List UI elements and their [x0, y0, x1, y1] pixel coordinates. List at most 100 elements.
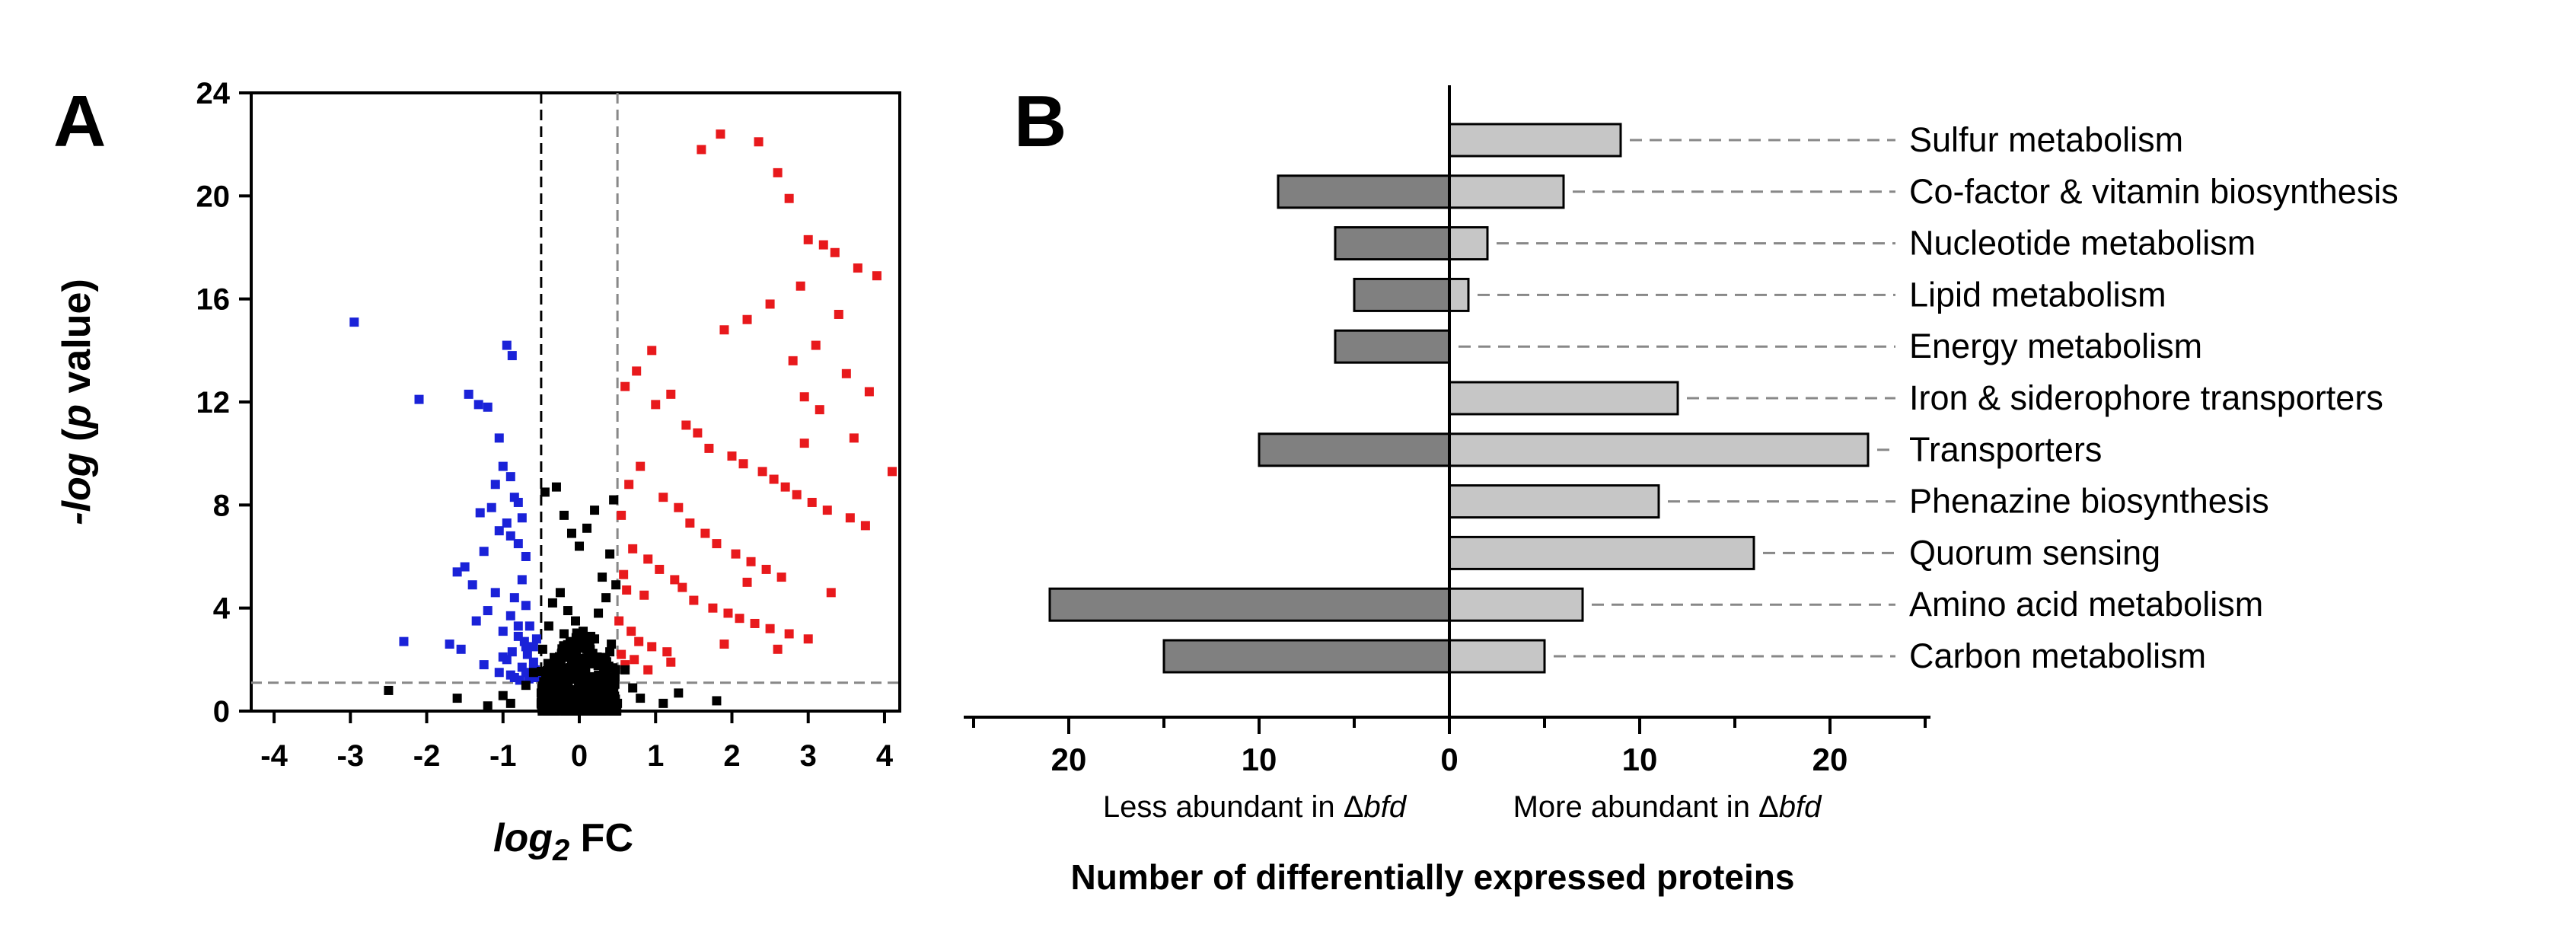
volcano-point	[522, 649, 532, 659]
volcano-point	[639, 590, 649, 600]
volcano-point	[723, 608, 733, 618]
x-tick-label: 3	[800, 739, 817, 773]
volcano-point	[697, 145, 706, 155]
bar-less-abundant	[1258, 432, 1451, 467]
volcano-point	[467, 580, 477, 590]
volcano-point	[505, 531, 515, 541]
volcano-point	[864, 387, 874, 397]
x-tick-label: 20	[1051, 742, 1087, 777]
volcano-point-ns	[611, 665, 620, 675]
x-tick-label: 20	[1812, 742, 1848, 777]
volcano-point-ns	[580, 665, 590, 675]
volcano-point	[841, 368, 851, 378]
volcano-point	[471, 616, 481, 626]
volcano-point	[502, 340, 512, 350]
volcano-point	[773, 644, 783, 654]
volcano-point	[761, 564, 771, 574]
volcano-point	[634, 636, 644, 646]
volcano-point-ns	[592, 652, 602, 662]
volcano-point	[521, 601, 531, 611]
volcano-point-ns	[601, 657, 611, 667]
volcano-point	[509, 593, 519, 603]
x-tick-label: -2	[413, 739, 441, 773]
volcano-point	[582, 523, 592, 533]
volcano-point	[590, 506, 600, 515]
volcano-point	[517, 513, 527, 523]
volcano-point	[666, 389, 676, 399]
left-sublabel-italic: bfd	[1363, 790, 1407, 824]
volcano-point	[799, 439, 809, 448]
volcano-point	[670, 575, 680, 585]
volcano-point	[483, 402, 493, 412]
right-sublabel-text: More abundant in Δ	[1513, 790, 1779, 824]
volcano-point	[486, 502, 496, 512]
x-tick-label: -1	[489, 739, 517, 773]
volcano-point	[555, 588, 565, 598]
bar-more-abundant	[1448, 484, 1660, 519]
volcano-point	[513, 497, 523, 507]
volcano-point	[507, 647, 517, 657]
volcano-point	[719, 325, 729, 335]
volcano-point-ns	[572, 675, 582, 684]
bar-less-abundant	[1277, 174, 1451, 209]
bar-more-abundant	[1448, 587, 1584, 622]
volcano-point	[742, 314, 752, 324]
volcano-point	[490, 480, 500, 490]
volcano-point	[746, 557, 756, 566]
volcano-point	[349, 317, 359, 327]
volcano-point	[498, 627, 508, 636]
volcano-point	[773, 167, 783, 177]
volcano-point-ns	[554, 693, 564, 703]
volcano-point	[708, 603, 718, 613]
volcano-point	[818, 240, 828, 250]
bar-more-abundant	[1448, 381, 1679, 416]
volcano-point	[735, 614, 744, 624]
panel-a-letter: A	[53, 81, 106, 162]
volcano-point	[632, 366, 642, 376]
volcano-point	[628, 544, 638, 553]
volcano-point	[630, 655, 639, 665]
bar-more-abundant	[1448, 123, 1622, 158]
volcano-point	[643, 554, 653, 564]
volcano-point-ns	[571, 703, 581, 713]
volcano-point-ns	[537, 694, 547, 703]
panel-b-left-sublabel: Less abundant in Δbfd	[1103, 790, 1408, 824]
volcano-point	[617, 510, 626, 520]
volcano-point-ns	[586, 706, 596, 716]
volcano-point	[716, 129, 725, 139]
panel-b-letter: B	[1014, 81, 1066, 162]
volcano-point	[666, 657, 676, 667]
volcano-point	[445, 640, 454, 649]
volcano-point	[807, 497, 817, 507]
volcano-point	[483, 701, 493, 711]
volcano-point	[712, 696, 722, 706]
volcano-point	[685, 518, 695, 528]
volcano-point	[571, 616, 580, 626]
volcano-point	[614, 616, 624, 626]
category-label: Carbon metabolism	[1909, 636, 2206, 675]
volcano-point	[494, 433, 504, 443]
volcano-point	[636, 461, 646, 471]
x-tick-label: -4	[260, 739, 288, 773]
volcano-point-ns	[580, 640, 590, 650]
volcano-point	[795, 281, 805, 291]
x-tick-label: 0	[571, 739, 588, 773]
volcano-point	[849, 433, 859, 443]
y-tick-label: 20	[196, 180, 231, 213]
x-tick-label: -3	[337, 739, 365, 773]
volcano-point	[566, 528, 576, 538]
volcano-point	[537, 644, 547, 654]
volcano-point	[498, 461, 508, 471]
volcano-point	[594, 608, 604, 618]
panel-a-points	[349, 129, 897, 716]
volcano-point	[765, 299, 775, 309]
volcano-point	[544, 621, 553, 631]
volcano-point-ns	[568, 687, 578, 697]
volcano-point	[521, 681, 531, 691]
volcano-point	[872, 271, 882, 281]
bar-less-abundant	[1048, 587, 1451, 622]
bar-more-abundant	[1448, 174, 1565, 209]
y-tick-label: 12	[196, 386, 231, 419]
volcano-point	[483, 606, 493, 616]
